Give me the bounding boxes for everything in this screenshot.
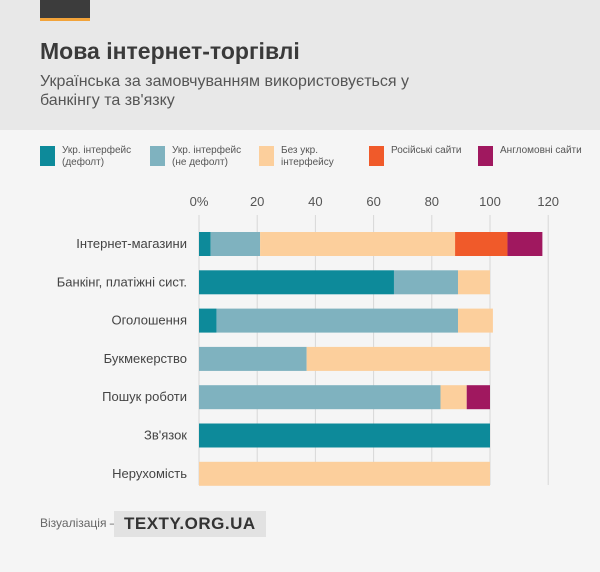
category-label: Інтернет-магазини [76, 236, 187, 251]
bar-segment [306, 346, 490, 371]
category-label: Банкінг, платіжні сист. [57, 274, 187, 289]
legend-swatch [150, 146, 165, 166]
bar-segment [199, 423, 490, 448]
bar-segment [199, 346, 307, 371]
bar-segment [216, 308, 458, 333]
chart-title: Мова інтернет-торгівлі [40, 38, 300, 64]
category-label: Оголошення [111, 313, 187, 328]
category-label: Зв'язок [144, 428, 187, 443]
bar-segment [466, 385, 490, 410]
x-tick-label: 0% [190, 194, 209, 209]
bar-segment [440, 385, 467, 410]
legend-label: Укр. інтерфейс (не дефолт) [172, 145, 242, 168]
logo-block [40, 0, 90, 18]
x-tick-label: 60 [366, 194, 380, 209]
legend-label: Англомовні сайти [500, 145, 582, 156]
category-label: Букмекерство [104, 351, 187, 366]
bar-segment [393, 270, 458, 295]
bar-segment [199, 461, 490, 486]
bar-segment [457, 270, 490, 295]
bar-chart: 0% 20 40 60 80 100 120 Інтернет-магазини Банкінг… [57, 194, 559, 486]
x-tick-label: 80 [425, 194, 439, 209]
x-tick-label: 100 [479, 194, 501, 209]
bar-segment [199, 232, 211, 256]
category-label: Пошук роботи [102, 389, 187, 404]
legend-swatch [259, 146, 274, 166]
legend-swatch [40, 146, 55, 166]
bar-segment [199, 385, 441, 410]
header: Мова інтернет-торгівлі Українська за зам… [0, 0, 600, 130]
legend: Укр. інтерфейс (дефолт) Укр. інтерфейс (… [0, 143, 600, 183]
bar-segment [260, 232, 456, 256]
legend-label: Без укр. інтерфейсу [281, 145, 334, 168]
legend-label: Російські сайти [391, 145, 462, 156]
x-tick-label: 40 [308, 194, 322, 209]
bar-segment [210, 232, 261, 256]
x-tick-label: 120 [537, 194, 559, 209]
bar-segment [199, 308, 217, 333]
footer-label: Візуалізація – [40, 516, 117, 530]
bar-segment [507, 232, 543, 256]
legend-label: Укр. інтерфейс (дефолт) [62, 145, 132, 168]
bar-segment [455, 232, 508, 256]
logo-accent-bar [40, 18, 90, 21]
legend-swatch [369, 146, 384, 166]
texty-badge[interactable]: TEXTY.ORG.UA [114, 511, 266, 537]
bar-segment [199, 270, 394, 295]
category-label: Нерухомість [112, 466, 187, 481]
chart-subtitle: Українська за замовчуванням використовує… [40, 73, 409, 109]
x-tick-label: 20 [250, 194, 264, 209]
legend-swatch [478, 146, 493, 166]
bar-segment [457, 308, 493, 333]
